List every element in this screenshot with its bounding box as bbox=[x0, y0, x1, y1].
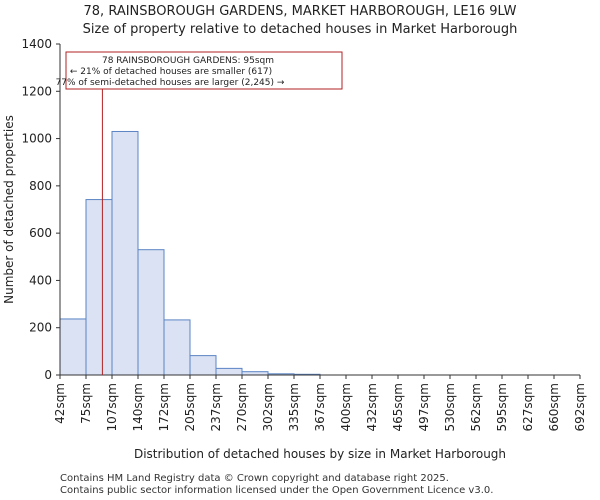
y-tick-label: 400 bbox=[29, 273, 52, 287]
y-tick-label: 600 bbox=[29, 226, 52, 240]
footer-licence: Contains public sector information licen… bbox=[60, 485, 494, 496]
y-tick-label: 0 bbox=[44, 368, 52, 382]
y-tick-label: 1400 bbox=[21, 37, 52, 51]
histogram-bar bbox=[85, 199, 113, 376]
x-tick-label: 302sqm bbox=[261, 383, 275, 431]
histogram-bar bbox=[215, 367, 243, 376]
x-tick-label: 432sqm bbox=[365, 383, 379, 431]
chart-title-line1: 78, RAINSBOROUGH GARDENS, MARKET HARBORO… bbox=[83, 4, 517, 19]
y-tick-label: 1000 bbox=[21, 132, 52, 146]
x-tick-label: 562sqm bbox=[469, 383, 483, 431]
x-tick-label: 692sqm bbox=[573, 383, 587, 431]
x-tick-label: 367sqm bbox=[313, 383, 327, 431]
x-tick-label: 335sqm bbox=[287, 383, 301, 431]
y-tick-label: 200 bbox=[29, 321, 52, 335]
y-axis-label: Number of detached properties bbox=[2, 115, 16, 304]
x-tick-label: 595sqm bbox=[495, 383, 509, 431]
x-tick-label: 270sqm bbox=[235, 383, 249, 431]
y-tick-label: 1200 bbox=[21, 84, 52, 98]
x-tick-label: 627sqm bbox=[521, 383, 535, 431]
histogram-bar bbox=[163, 319, 191, 376]
x-tick-label: 465sqm bbox=[391, 383, 405, 431]
annotation-box bbox=[65, 51, 343, 90]
x-tick-label: 75sqm bbox=[79, 383, 93, 424]
x-axis-label: Distribution of detached houses by size … bbox=[134, 447, 506, 461]
x-tick-label: 530sqm bbox=[443, 383, 457, 431]
annotation-line2: ← 21% of detached houses are smaller (61… bbox=[70, 67, 272, 77]
x-tick-label: 205sqm bbox=[183, 383, 197, 431]
x-tick-label: 107sqm bbox=[105, 383, 119, 431]
footer-copyright: Contains HM Land Registry data © Crown c… bbox=[60, 473, 449, 484]
histogram-bar bbox=[189, 355, 217, 376]
x-tick-label: 660sqm bbox=[547, 383, 561, 431]
x-tick-label: 42sqm bbox=[53, 383, 67, 424]
chart-title-line2: Size of property relative to detached ho… bbox=[82, 22, 518, 37]
annotation-line3: 77% of semi-detached houses are larger (… bbox=[56, 78, 285, 88]
x-tick-label: 140sqm bbox=[131, 383, 145, 431]
x-tick-label: 172sqm bbox=[157, 383, 171, 431]
y-tick-label: 800 bbox=[29, 179, 52, 193]
x-tick-label: 497sqm bbox=[417, 383, 431, 431]
x-tick-label: 237sqm bbox=[209, 383, 223, 431]
histogram-bar bbox=[137, 249, 165, 376]
x-tick-label: 400sqm bbox=[339, 383, 353, 431]
histogram-bar bbox=[59, 318, 87, 376]
histogram-bar bbox=[111, 130, 139, 376]
annotation-line1: 78 RAINSBOROUGH GARDENS: 95sqm bbox=[102, 56, 274, 66]
